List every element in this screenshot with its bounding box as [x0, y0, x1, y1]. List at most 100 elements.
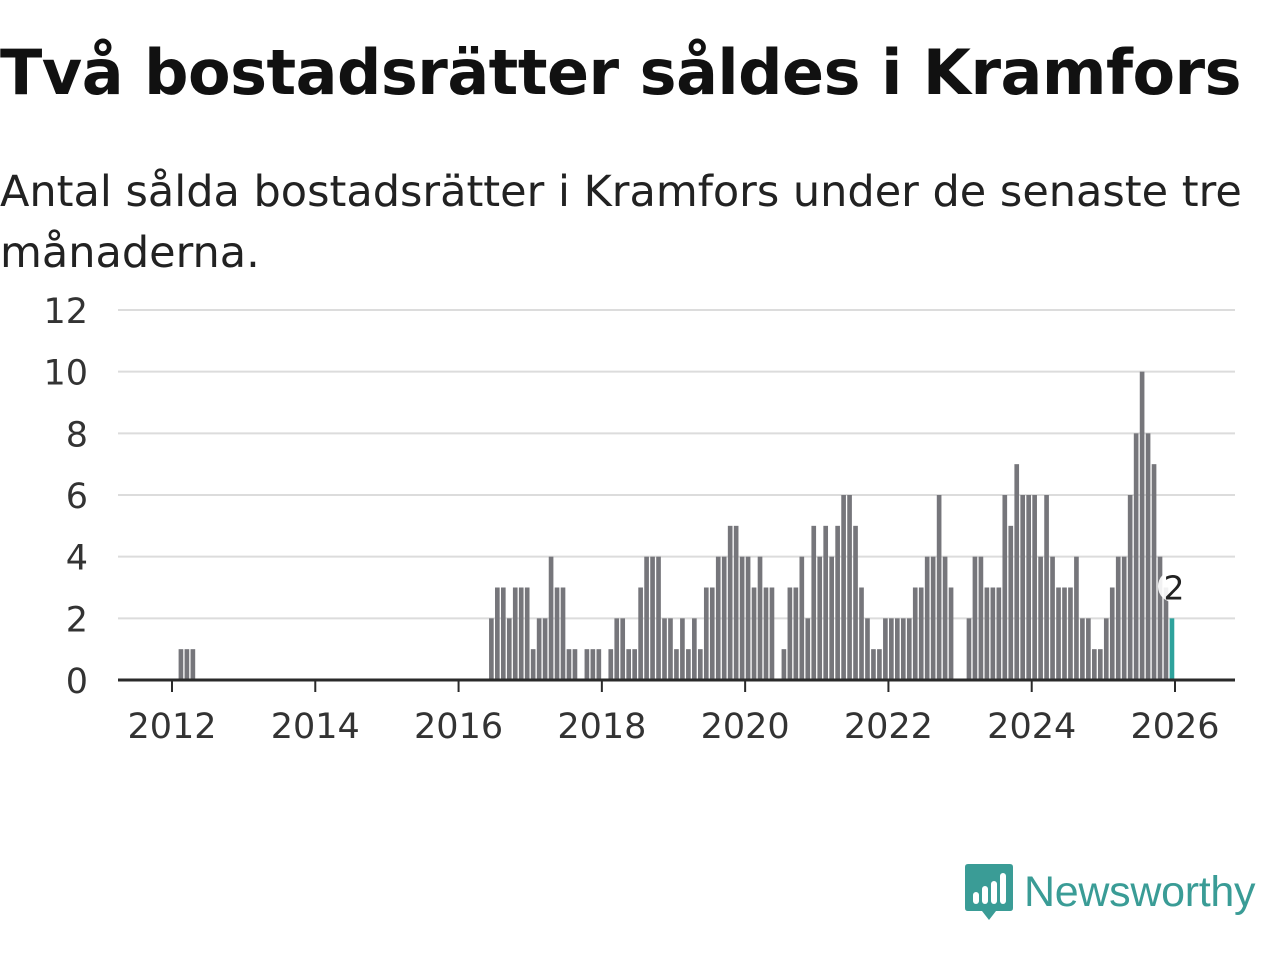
- bar: [942, 556, 948, 680]
- bar: [554, 587, 560, 680]
- y-tick-label: 12: [43, 292, 88, 332]
- bar: [924, 556, 930, 680]
- bar: [918, 587, 924, 680]
- bar: [638, 587, 643, 680]
- bar: [1092, 649, 1097, 680]
- bar: [1157, 556, 1163, 680]
- bar: [680, 618, 685, 680]
- bar: [1026, 495, 1031, 680]
- bar: [799, 556, 805, 680]
- bar: [978, 556, 984, 680]
- bar: [877, 649, 882, 680]
- bar: [1044, 495, 1049, 680]
- bar: [584, 649, 590, 680]
- bar: [1080, 618, 1085, 680]
- bar: [727, 525, 733, 680]
- gridlines: [118, 309, 1235, 620]
- bar: [512, 587, 518, 680]
- bar: [626, 649, 632, 680]
- bar: [859, 587, 864, 680]
- bar: [590, 649, 596, 680]
- bar: [972, 556, 978, 680]
- bar: [787, 587, 793, 680]
- bar: [662, 618, 667, 680]
- y-axis-labels: 0 2 4 6 8 10 12: [43, 292, 88, 702]
- bar: [1169, 618, 1175, 680]
- bar: [1062, 587, 1067, 680]
- newsworthy-logo[interactable]: Newsworthy: [964, 862, 1255, 922]
- x-tick-label: 2016: [414, 707, 503, 747]
- bar: [566, 649, 572, 680]
- x-tick-label: 2026: [1130, 707, 1219, 747]
- bar: [1151, 464, 1157, 680]
- bar: [596, 649, 602, 680]
- bar: [1163, 587, 1169, 680]
- x-tick-label: 2024: [987, 707, 1076, 747]
- bar: [745, 556, 751, 680]
- bar: [996, 587, 1002, 680]
- bar: [847, 495, 852, 680]
- bar: [948, 587, 954, 680]
- bar: [1145, 433, 1151, 680]
- y-tick-label: 4: [66, 539, 88, 579]
- bar: [524, 587, 530, 680]
- y-tick-label: 8: [66, 415, 88, 455]
- bar: [751, 587, 757, 680]
- bar: [966, 618, 972, 680]
- annotations: 2: [1157, 568, 1190, 607]
- bar: [895, 618, 900, 680]
- bar: [632, 649, 637, 680]
- bar: [805, 618, 811, 680]
- bar: [1056, 587, 1061, 680]
- bar: [817, 556, 823, 680]
- brand-name: Newsworthy: [1024, 867, 1256, 916]
- bar: [763, 587, 769, 680]
- x-tick-label: 2012: [127, 707, 216, 747]
- x-tick-label: 2018: [557, 707, 646, 747]
- bar: [769, 587, 775, 680]
- bar: [757, 556, 763, 680]
- bar: [668, 618, 673, 680]
- bar: [739, 556, 745, 680]
- bar: [793, 587, 799, 680]
- bar: [900, 618, 906, 680]
- bar: [1121, 556, 1127, 680]
- bar: [542, 618, 548, 680]
- bar: [930, 556, 936, 680]
- bar: [1050, 556, 1055, 680]
- chart-subtitle: Antal sålda bostadsrätter i Kramfors und…: [0, 167, 1242, 278]
- bar: [733, 525, 739, 680]
- bar: [811, 525, 817, 680]
- bar: [709, 587, 715, 680]
- bar: [1032, 495, 1037, 680]
- bar: [906, 618, 912, 680]
- bar: [656, 556, 661, 680]
- bar: [560, 587, 566, 680]
- bar: [1086, 618, 1091, 680]
- y-tick-label: 2: [66, 600, 88, 640]
- y-tick-label: 0: [66, 662, 88, 702]
- bar: [506, 618, 512, 680]
- chart-title: Två bostadsrätter såldes i Kramfors: [0, 36, 1242, 109]
- newsworthy-logo-icon: [965, 864, 1013, 920]
- bar: [548, 556, 554, 680]
- bar: [1074, 556, 1079, 680]
- bar: [1068, 587, 1073, 680]
- bar: [190, 649, 196, 680]
- bar: [1014, 464, 1020, 680]
- x-tick-label: 2020: [701, 707, 790, 747]
- bar: [614, 618, 620, 680]
- bar: [518, 587, 524, 680]
- bar: [865, 618, 870, 680]
- bar: [990, 587, 996, 680]
- bar: [853, 525, 858, 680]
- bar: [1008, 525, 1014, 680]
- bar: [889, 618, 894, 680]
- bar: [703, 587, 709, 680]
- bar: [620, 618, 626, 680]
- bar: [1115, 556, 1121, 680]
- bar: [572, 649, 578, 680]
- bar: [1097, 649, 1103, 680]
- bar: [1139, 371, 1145, 680]
